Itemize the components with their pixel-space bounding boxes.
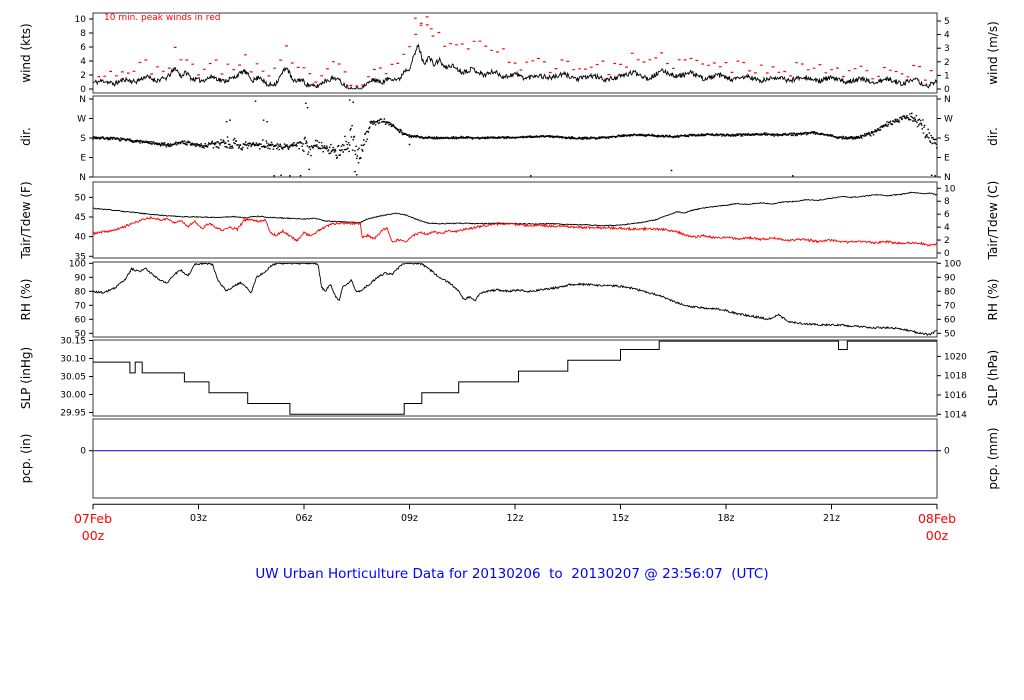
svg-text:8: 8 xyxy=(944,197,950,207)
svg-text:Tair/Tdew (C): Tair/Tdew (C) xyxy=(986,181,1000,261)
svg-text:08Feb: 08Feb xyxy=(918,511,956,526)
svg-text:45: 45 xyxy=(75,213,86,223)
svg-text:50: 50 xyxy=(75,329,87,339)
svg-text:03z: 03z xyxy=(190,513,207,524)
svg-text:29.95: 29.95 xyxy=(60,409,86,419)
svg-text:0: 0 xyxy=(80,85,86,95)
svg-text:pcp. (in): pcp. (in) xyxy=(19,434,33,484)
svg-text:4: 4 xyxy=(944,223,950,233)
svg-text:12z: 12z xyxy=(506,513,523,524)
svg-text:1018: 1018 xyxy=(944,372,967,382)
svg-text:07Feb: 07Feb xyxy=(74,511,112,526)
svg-text:wind (m/s): wind (m/s) xyxy=(986,21,1000,85)
svg-text:6: 6 xyxy=(944,210,950,220)
figure-title: UW Urban Horticulture Data for 20130206 … xyxy=(255,566,769,582)
svg-text:90: 90 xyxy=(944,273,956,283)
svg-text:N: N xyxy=(79,95,86,105)
svg-text:15z: 15z xyxy=(612,513,629,524)
svg-text:RH (%): RH (%) xyxy=(19,279,33,321)
svg-text:1: 1 xyxy=(944,71,950,81)
svg-text:21z: 21z xyxy=(823,513,840,524)
svg-text:1020: 1020 xyxy=(944,352,967,362)
svg-text:S: S xyxy=(80,134,86,144)
svg-text:06z: 06z xyxy=(295,513,312,524)
svg-text:70: 70 xyxy=(944,301,956,311)
svg-text:0: 0 xyxy=(944,85,950,95)
svg-text:30.05: 30.05 xyxy=(60,373,86,383)
svg-text:N: N xyxy=(79,173,86,183)
svg-text:60: 60 xyxy=(75,315,87,325)
svg-text:4: 4 xyxy=(80,57,86,67)
svg-text:10: 10 xyxy=(944,184,956,194)
svg-text:Tair/Tdew (F): Tair/Tdew (F) xyxy=(19,181,33,259)
svg-text:8: 8 xyxy=(80,29,86,39)
svg-text:00z: 00z xyxy=(82,528,105,543)
svg-text:RH (%): RH (%) xyxy=(986,279,1000,321)
svg-text:30.10: 30.10 xyxy=(60,355,86,365)
svg-text:0: 0 xyxy=(80,447,86,457)
svg-text:E: E xyxy=(944,153,950,163)
svg-text:1014: 1014 xyxy=(944,410,967,420)
svg-text:100: 100 xyxy=(944,259,961,269)
svg-text:W: W xyxy=(944,114,953,124)
svg-text:S: S xyxy=(944,134,950,144)
svg-text:30.00: 30.00 xyxy=(60,391,86,401)
svg-text:0: 0 xyxy=(944,447,950,457)
svg-text:pcp. (mm): pcp. (mm) xyxy=(986,427,1000,489)
svg-text:2: 2 xyxy=(80,71,86,81)
svg-text:80: 80 xyxy=(75,287,87,297)
svg-text:W: W xyxy=(77,114,86,124)
svg-text:90: 90 xyxy=(75,273,87,283)
svg-text:80: 80 xyxy=(944,287,956,297)
svg-text:30.15: 30.15 xyxy=(60,337,86,347)
svg-text:09z: 09z xyxy=(401,513,418,524)
svg-text:dir.: dir. xyxy=(19,127,33,146)
svg-text:0: 0 xyxy=(944,249,950,259)
svg-text:50: 50 xyxy=(75,193,87,203)
svg-text:70: 70 xyxy=(75,301,87,311)
svg-text:50: 50 xyxy=(944,329,956,339)
svg-text:2: 2 xyxy=(944,236,950,246)
svg-text:00z: 00z xyxy=(926,528,949,543)
svg-text:SLP (hPa): SLP (hPa) xyxy=(986,350,1000,406)
svg-text:35: 35 xyxy=(75,252,86,262)
svg-text:6: 6 xyxy=(80,43,86,53)
svg-text:wind (kts): wind (kts) xyxy=(19,23,33,82)
svg-text:60: 60 xyxy=(944,315,956,325)
svg-text:N: N xyxy=(944,95,951,105)
svg-text:dir.: dir. xyxy=(986,127,1000,146)
svg-text:18z: 18z xyxy=(717,513,734,524)
svg-text:N: N xyxy=(944,173,951,183)
svg-text:4: 4 xyxy=(944,31,950,41)
svg-text:E: E xyxy=(80,153,86,163)
svg-text:1016: 1016 xyxy=(944,391,967,401)
svg-text:SLP (inHg): SLP (inHg) xyxy=(19,347,33,409)
svg-text:100: 100 xyxy=(69,259,86,269)
peak-wind-legend-note: 10 min. peak winds in red xyxy=(104,13,221,23)
svg-text:2: 2 xyxy=(944,58,950,68)
svg-text:40: 40 xyxy=(75,233,87,243)
svg-text:3: 3 xyxy=(944,44,950,54)
svg-text:10: 10 xyxy=(75,15,87,25)
svg-text:5: 5 xyxy=(944,17,950,27)
